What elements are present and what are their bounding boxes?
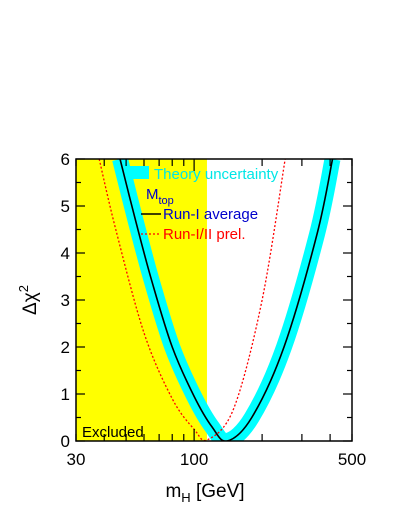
plot-frame xyxy=(75,158,353,442)
y-tick-label: 5 xyxy=(61,197,70,216)
y-tick-label: 1 xyxy=(61,385,70,404)
legend-run1-label: Run-I average xyxy=(163,206,258,223)
run-i-average-line xyxy=(119,159,334,441)
x-tick-label: 30 xyxy=(67,450,86,469)
y-tick-labels: 0 1 2 3 4 5 6 xyxy=(61,150,70,451)
x-tick-label: 500 xyxy=(338,450,366,469)
x-axis-title: mH [GeV] xyxy=(165,481,244,505)
axis-ticks xyxy=(75,158,353,442)
legend-header: Mtop xyxy=(146,186,174,207)
x-tick-labels: 30 100 500 xyxy=(67,450,367,469)
x-tick-label: 100 xyxy=(180,450,208,469)
y-tick-label: 0 xyxy=(61,432,70,451)
y-tick-label: 2 xyxy=(61,338,70,357)
y-tick-label: 6 xyxy=(61,150,70,169)
excluded-label: Excluded xyxy=(82,424,144,441)
y-tick-label: 3 xyxy=(61,291,70,310)
legend-band-label: Theory uncertainty xyxy=(154,166,279,183)
legend-run2-label: Run-I/II prel. xyxy=(163,226,246,243)
y-tick-label: 4 xyxy=(61,244,70,263)
y-axis-title: Δχ2 xyxy=(16,285,41,315)
legend: Theory uncertainty Mtop Run-I average Ru… xyxy=(127,166,279,243)
legend-band-swatch xyxy=(127,166,149,179)
